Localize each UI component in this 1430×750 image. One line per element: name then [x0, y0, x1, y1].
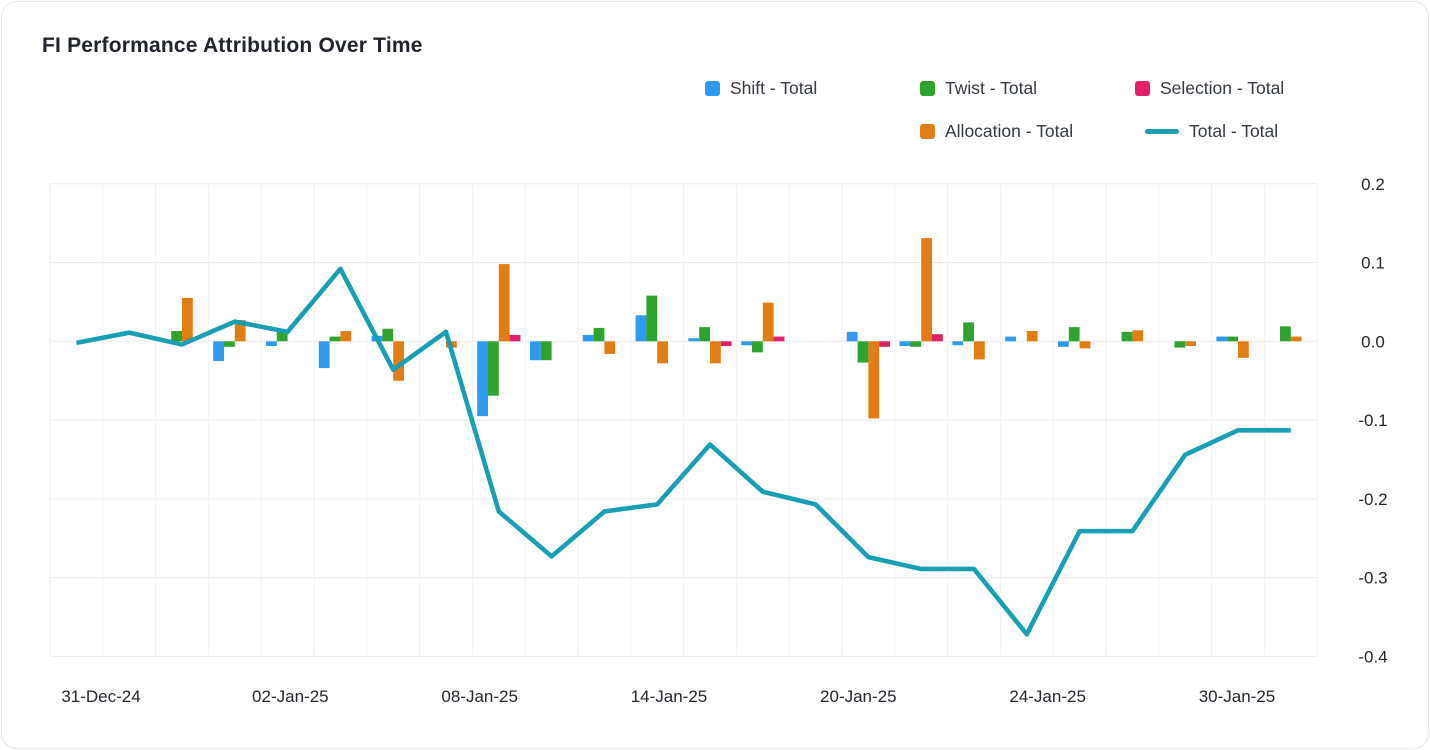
bar-allocation-03-Jan-25[interactable]: [234, 320, 246, 342]
bar-twist-06-Jan-25[interactable]: [276, 331, 288, 342]
bar-selection-16-Jan-25[interactable]: [720, 341, 732, 347]
legend-square-icon: [920, 123, 935, 139]
page-title: FI Performance Attribution Over Time: [42, 34, 423, 57]
y-axis-tick-label: -0.2: [1358, 490, 1387, 509]
bar-twist-30-Jan-25[interactable]: [1227, 336, 1238, 342]
bar-selection-22-Jan-25[interactable]: [932, 334, 943, 342]
legend-item-label: Allocation - Total: [945, 120, 1074, 141]
x-axis-tick-label: 08-Jan-25: [441, 687, 518, 706]
legend-square-icon: [705, 80, 720, 96]
legend-item-selection[interactable]: Selection - Total: [1135, 76, 1284, 100]
bar-shift-14-Jan-25[interactable]: [582, 334, 594, 342]
bar-allocation-22-Jan-25[interactable]: [921, 238, 932, 342]
x-axis-tick-label: 30-Jan-25: [1199, 687, 1276, 706]
bar-allocation-14-Jan-25[interactable]: [604, 341, 616, 354]
y-axis-tick-label: -0.1: [1358, 411, 1387, 430]
legend-item-label: Shift - Total: [730, 77, 818, 98]
bar-twist-16-Jan-25[interactable]: [699, 327, 710, 342]
legend-item-allocation[interactable]: Allocation - Total: [920, 119, 1073, 143]
bar-allocation-16-Jan-25[interactable]: [710, 341, 721, 364]
total-line-series[interactable]: [75, 266, 1291, 637]
x-axis-tick-label: 31-Dec-24: [61, 687, 140, 706]
y-axis-tick-label: 0.1: [1361, 254, 1385, 273]
bar-allocation-27-Jan-25[interactable]: [1079, 341, 1091, 349]
bar-twist-07-Jan-25[interactable]: [329, 336, 341, 342]
y-axis-tick-label: -0.3: [1358, 569, 1387, 588]
bar-twist-29-Jan-25[interactable]: [1174, 341, 1186, 348]
legend-item-label: Total - Total: [1189, 120, 1279, 141]
bar-shift-15-Jan-25[interactable]: [635, 315, 647, 342]
bar-twist-13-Jan-25[interactable]: [540, 341, 552, 361]
bar-shift-30-Jan-25[interactable]: [1216, 336, 1228, 342]
bar-allocation-07-Jan-25[interactable]: [340, 331, 352, 342]
legend-square-icon: [920, 80, 935, 96]
x-axis-tick-label: 20-Jan-25: [820, 687, 897, 706]
bar-twist-14-Jan-25[interactable]: [593, 327, 605, 342]
y-axis-tick-label: 0.2: [1361, 175, 1385, 194]
bar-shift-22-Jan-25[interactable]: [899, 341, 911, 347]
bar-allocation-17-Jan-25[interactable]: [762, 302, 774, 342]
bar-shift-21-Jan-25[interactable]: [846, 331, 858, 342]
legend-item-shift[interactable]: Shift - Total: [705, 76, 817, 100]
bar-twist-27-Jan-25[interactable]: [1068, 327, 1080, 342]
bar-allocation-15-Jan-25[interactable]: [657, 341, 668, 364]
legend-item-twist[interactable]: Twist - Total: [920, 76, 1037, 100]
legend-line-icon: [1145, 128, 1179, 134]
bar-shift-07-Jan-25[interactable]: [318, 341, 330, 369]
bar-shift-10-Jan-25[interactable]: [477, 341, 488, 417]
bar-shift-27-Jan-25[interactable]: [1058, 341, 1069, 347]
bar-allocation-28-Jan-25[interactable]: [1132, 330, 1144, 342]
bar-allocation-21-Jan-25[interactable]: [868, 341, 880, 419]
bar-twist-23-Jan-25[interactable]: [963, 322, 974, 342]
x-axis-tick-label: 14-Jan-25: [631, 687, 708, 706]
bar-shift-03-Jan-25[interactable]: [213, 341, 224, 361]
x-axis-tick-label: 24-Jan-25: [1009, 687, 1086, 706]
bar-allocation-29-Jan-25[interactable]: [1185, 341, 1196, 347]
bar-twist-03-Jan-25[interactable]: [224, 341, 235, 347]
y-axis-tick-label: 0.0: [1361, 332, 1385, 351]
bar-selection-17-Jan-25[interactable]: [773, 336, 785, 342]
legend-item-total[interactable]: Total - Total: [1145, 119, 1278, 143]
x-axis-tick-label: 02-Jan-25: [252, 687, 329, 706]
y-axis-tick-label: -0.4: [1358, 647, 1387, 666]
bar-twist-21-Jan-25[interactable]: [857, 341, 869, 363]
legend-square-icon: [1135, 80, 1150, 96]
bar-selection-21-Jan-25[interactable]: [879, 341, 890, 347]
bar-allocation-02-Jan-25[interactable]: [182, 297, 193, 342]
bar-shift-16-Jan-25[interactable]: [688, 338, 700, 342]
bar-twist-31-Jan-25[interactable]: [1280, 326, 1291, 342]
legend-item-label: Selection - Total: [1160, 77, 1285, 98]
bar-shift-13-Jan-25[interactable]: [530, 341, 541, 361]
bar-shift-17-Jan-25[interactable]: [741, 341, 752, 346]
bar-twist-15-Jan-25[interactable]: [646, 295, 658, 342]
bar-twist-17-Jan-25[interactable]: [752, 341, 763, 353]
bar-allocation-24-Jan-25[interactable]: [1026, 331, 1038, 342]
bar-shift-23-Jan-25[interactable]: [952, 341, 964, 346]
bar-twist-08-Jan-25[interactable]: [382, 328, 394, 342]
legend-item-label: Twist - Total: [945, 77, 1038, 98]
bar-allocation-23-Jan-25[interactable]: [974, 341, 985, 360]
bar-twist-02-Jan-25[interactable]: [171, 331, 182, 342]
bar-twist-22-Jan-25[interactable]: [910, 341, 922, 347]
bar-shift-06-Jan-25[interactable]: [266, 341, 277, 347]
bar-allocation-31-Jan-25[interactable]: [1290, 336, 1302, 342]
bar-twist-28-Jan-25[interactable]: [1121, 331, 1133, 342]
bar-allocation-10-Jan-25[interactable]: [498, 264, 510, 342]
bar-allocation-30-Jan-25[interactable]: [1238, 341, 1249, 358]
bar-twist-10-Jan-25[interactable]: [488, 341, 499, 396]
bar-shift-24-Jan-25[interactable]: [1005, 336, 1016, 342]
bar-allocation-08-Jan-25[interactable]: [393, 341, 404, 381]
bar-selection-10-Jan-25[interactable]: [509, 334, 521, 342]
